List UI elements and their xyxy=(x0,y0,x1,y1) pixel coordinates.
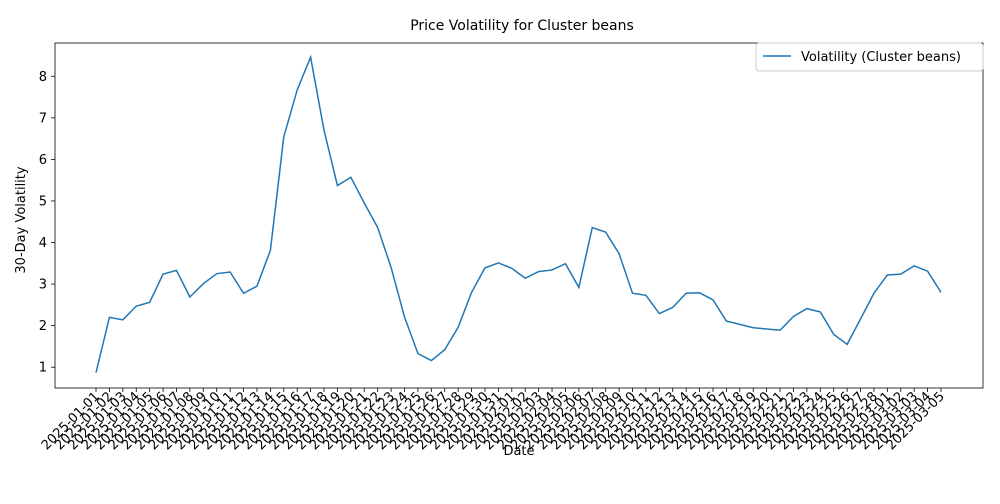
legend-label: Volatility (Cluster beans) xyxy=(801,50,961,65)
y-axis-ticks: 1 2 3 4 5 6 7 8 xyxy=(39,70,55,376)
plot-frame xyxy=(54,42,984,389)
y-tick-label: 8 xyxy=(39,70,47,85)
legend-box xyxy=(755,42,984,72)
y-tick-label: 3 xyxy=(39,278,47,293)
series-line-volatility xyxy=(95,54,942,373)
y-tick-label: 1 xyxy=(39,361,47,376)
y-tick-label: 5 xyxy=(39,194,47,209)
y-tick-label: 6 xyxy=(39,153,47,168)
legend: Volatility (Cluster beans) xyxy=(755,42,984,72)
x-axis-label: Date xyxy=(503,444,534,459)
x-axis-ticks: 2025-01-012025-01-022025-01-032025-01-04… xyxy=(39,388,948,453)
y-axis-label: 30-Day Volatility xyxy=(14,166,29,273)
y-tick-label: 2 xyxy=(39,319,47,334)
chart-title: Price Volatility for Cluster beans xyxy=(410,18,634,34)
y-tick-label: 4 xyxy=(39,236,47,251)
y-tick-label: 7 xyxy=(39,111,47,126)
